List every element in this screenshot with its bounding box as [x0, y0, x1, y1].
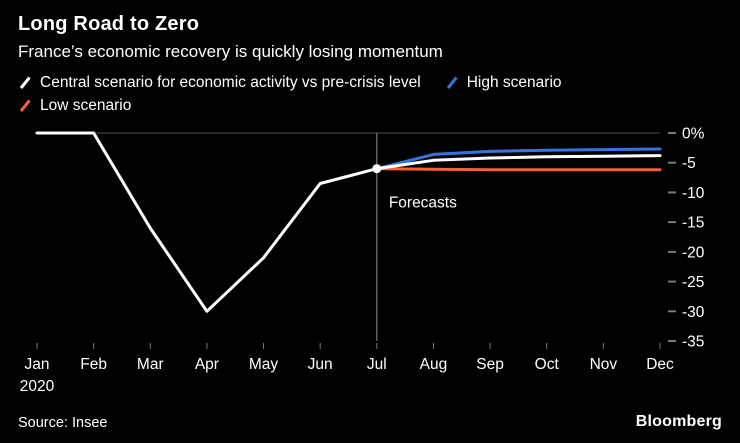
x-tick-label: Apr [195, 356, 219, 373]
legend: Central scenario for economic activity v… [0, 62, 740, 117]
legend-row: Central scenario for economic activity v… [18, 71, 722, 94]
y-tick-label: -5 [682, 155, 696, 172]
x-tick-label: Feb [80, 356, 107, 373]
legend-key-icon [446, 76, 458, 89]
x-tick-label: Mar [137, 356, 164, 373]
y-tick-label: -30 [682, 304, 705, 321]
x-tick-label: May [249, 356, 279, 373]
x-tick-label: Aug [420, 356, 448, 373]
legend-key-icon [19, 76, 31, 89]
y-tick-label: -10 [682, 185, 705, 202]
source-note: Source: Insee [18, 415, 108, 431]
bloomberg-logo: Bloomberg [635, 413, 722, 430]
forecast-start-marker [372, 164, 382, 174]
chart-subtitle: France’s economic recovery is quickly lo… [18, 42, 443, 61]
chart-area: 0% -5 -10 -15 -20 -25 -30 -35 Jan Feb Mar Apr May Jun… [0, 117, 740, 412]
y-tick-label: -15 [682, 215, 704, 232]
x-tick-label: Jan [25, 356, 50, 373]
x-tick-label: Nov [590, 356, 618, 373]
y-tick-label: -20 [682, 244, 705, 261]
chart-header: Long Road to Zero France’s economic reco… [0, 0, 740, 62]
legend-label: Low scenario [40, 97, 132, 114]
y-tick-label: 0% [682, 126, 705, 143]
series-line-low [375, 167, 662, 172]
footer: Source: Insee Bloomberg [0, 413, 740, 443]
legend-key-icon [19, 99, 31, 112]
legend-item-high: High scenario [445, 71, 562, 94]
legend-label: Central scenario for economic activity v… [40, 74, 421, 91]
chart-title: Long Road to Zero [18, 13, 200, 35]
x-tick-label: Jun [308, 356, 333, 373]
x-tick-label: Oct [535, 356, 560, 373]
forecast-label: Forecasts [389, 194, 457, 211]
line-chart: 0% -5 -10 -15 -20 -25 -30 -35 Jan Feb Mar Apr May Jun… [20, 126, 705, 396]
legend-row: Low scenario [18, 94, 722, 117]
legend-item-low: Low scenario [18, 94, 131, 117]
legend-item-central: Central scenario for economic activity v… [18, 71, 421, 94]
legend-label: High scenario [466, 74, 562, 91]
series-line-high [375, 147, 662, 171]
y-tick-label: -35 [682, 334, 704, 351]
x-tick-label: Dec [646, 356, 674, 373]
x-tick-label: Sep [476, 356, 504, 373]
y-tick-label: -25 [682, 274, 704, 291]
series-line-central [35, 131, 662, 313]
x-tick-label: Jul [367, 356, 387, 373]
x-year-label: 2020 [20, 378, 55, 395]
